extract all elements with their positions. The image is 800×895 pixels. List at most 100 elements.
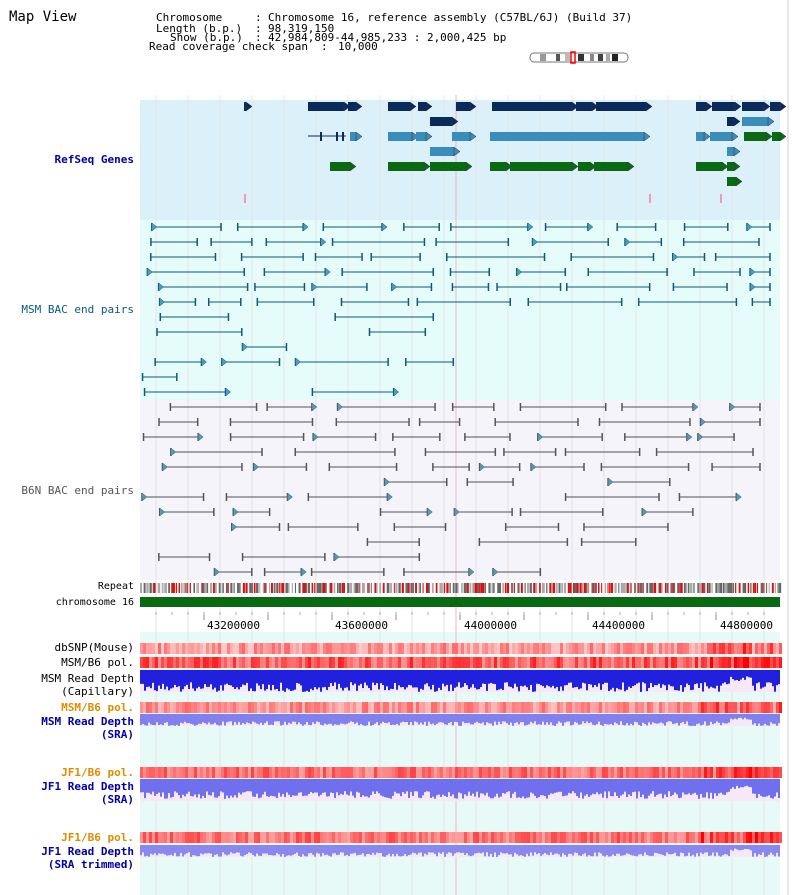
repeat-element — [239, 583, 241, 593]
depth-bar — [582, 670, 584, 683]
heat-cell — [533, 657, 536, 668]
repeat-element — [601, 583, 603, 593]
depth-bar — [684, 845, 686, 857]
repeat-element — [477, 583, 481, 593]
heat-cell — [254, 643, 257, 654]
depth-bar — [532, 670, 534, 692]
depth-bar — [200, 845, 202, 854]
depth-bar — [646, 845, 648, 855]
bac-end-arrow — [587, 222, 594, 232]
depth-bar — [732, 845, 734, 851]
chromosome-ideogram[interactable] — [529, 51, 629, 64]
depth-bar — [304, 670, 306, 692]
bac-end-pair — [150, 253, 217, 261]
bac-end-arrow — [214, 567, 220, 577]
heat-cell — [584, 767, 587, 778]
repeat-element — [149, 583, 152, 593]
heat-cell — [479, 832, 482, 843]
heat-cell — [653, 832, 656, 843]
depth-bar — [684, 670, 686, 688]
heat-cell — [620, 832, 623, 843]
depth-bar — [628, 670, 630, 687]
repeat-element — [175, 583, 178, 593]
depth-bar — [774, 845, 776, 857]
depth-bar — [228, 670, 230, 685]
heat-cell — [179, 767, 182, 778]
depth-bar — [578, 714, 580, 725]
repeat-element — [427, 583, 429, 593]
depth-bar — [184, 845, 186, 855]
heat-cell — [695, 643, 698, 654]
heat-cell — [533, 702, 536, 713]
heat-cell — [338, 832, 341, 843]
depth-bar — [352, 714, 354, 723]
heat-cell — [527, 657, 530, 668]
depth-bar — [664, 845, 666, 856]
heat-cell — [212, 643, 215, 654]
bac-end-pair — [158, 553, 211, 561]
heat-cell — [284, 657, 287, 668]
depth-bar — [306, 714, 308, 723]
heat-cell — [203, 832, 206, 843]
heat-cell — [377, 767, 380, 778]
depth-bar — [254, 670, 256, 692]
heat-cell — [743, 657, 746, 668]
depth-bar — [392, 779, 394, 796]
heat-cell — [479, 657, 482, 668]
repeat-element — [642, 583, 644, 593]
sep: : — [321, 40, 328, 53]
heat-cell — [710, 767, 713, 778]
depth-bar — [588, 670, 590, 685]
heat-cell — [734, 643, 737, 654]
depth-bar — [370, 714, 372, 726]
depth-bar — [708, 779, 710, 799]
depth-bar — [636, 670, 638, 684]
bac-end-pair — [256, 298, 315, 306]
depth-bar — [678, 779, 680, 799]
depth-bar — [592, 779, 594, 794]
heat-cell — [629, 643, 632, 654]
repeat-element — [717, 583, 719, 593]
heat-cell — [512, 767, 515, 778]
repeat-element — [196, 583, 198, 593]
depth-bar — [176, 670, 178, 688]
heat-cell — [719, 702, 722, 713]
heat-cell — [713, 657, 716, 668]
depth-bar — [626, 670, 628, 690]
depth-bar — [266, 779, 268, 797]
depth-bar — [534, 779, 536, 796]
depth-bar — [464, 670, 466, 684]
depth-bar — [212, 714, 214, 725]
depth-bar — [276, 779, 278, 799]
bac-end-pair — [672, 283, 728, 291]
depth-bar — [720, 670, 722, 686]
depth-bar — [362, 670, 364, 689]
depth-bar — [164, 845, 166, 855]
repeat-element — [637, 583, 639, 593]
depth-bar — [242, 845, 244, 857]
heat-cell — [443, 657, 446, 668]
repeat-element — [768, 583, 770, 593]
depth-bar — [162, 845, 164, 854]
repeat-element — [578, 583, 581, 593]
depth-bar — [150, 779, 152, 795]
repeat-element — [180, 583, 183, 593]
heat-cell — [443, 767, 446, 778]
depth-bar — [312, 670, 314, 691]
depth-bar — [608, 714, 610, 725]
heat-cell — [740, 643, 743, 654]
gene-feature — [452, 131, 477, 142]
heat-cell — [419, 702, 422, 713]
repeat-element — [756, 583, 759, 593]
repeat-element — [251, 583, 253, 593]
depth-bar — [504, 714, 506, 722]
heat-cell — [698, 832, 701, 843]
heat-cell — [239, 657, 242, 668]
depth-bar — [298, 779, 300, 793]
heat-cell — [296, 832, 299, 843]
depth-bar — [666, 845, 668, 853]
heat-cell — [242, 832, 245, 843]
depth-bar — [718, 670, 720, 692]
heat-cell — [332, 643, 335, 654]
